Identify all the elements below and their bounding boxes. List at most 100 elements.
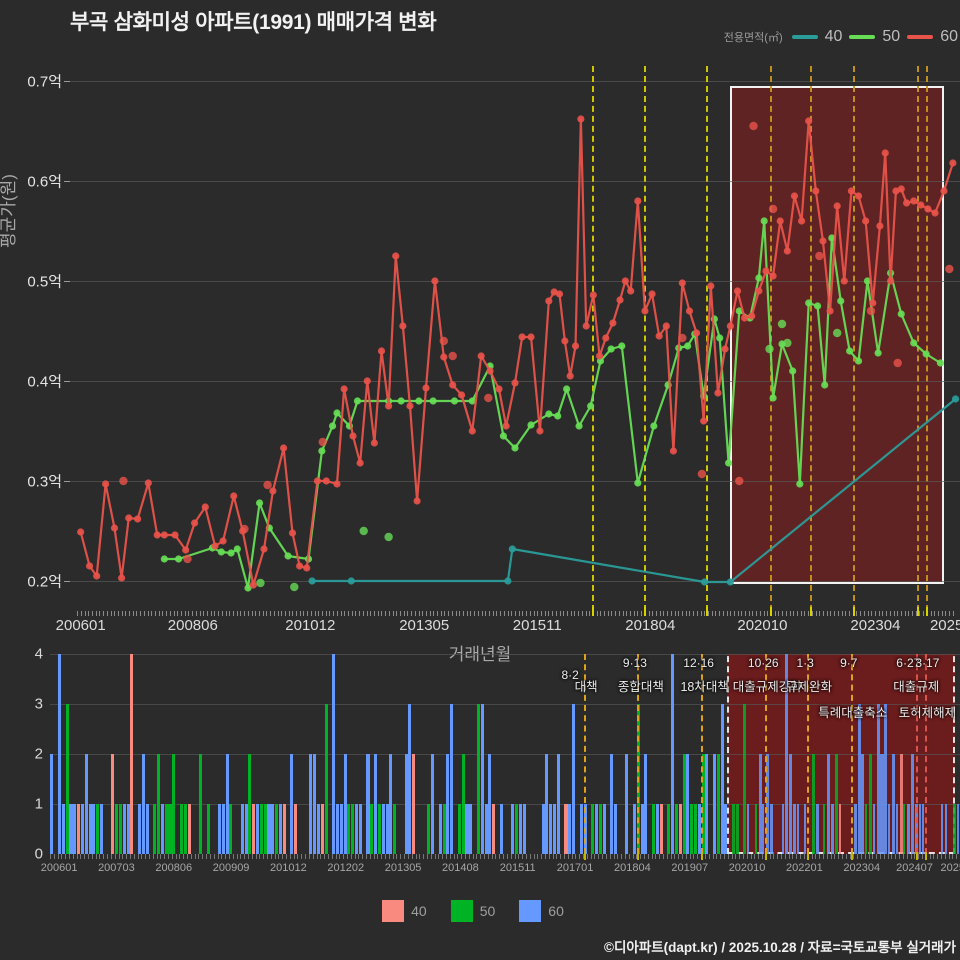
volume-bar[interactable] (229, 804, 233, 854)
volume-bar[interactable] (96, 804, 100, 854)
volume-bar[interactable] (69, 804, 73, 854)
volume-bar[interactable] (412, 754, 416, 854)
volume-bar[interactable] (393, 804, 397, 854)
volume-bar[interactable] (275, 804, 279, 854)
volume-bar[interactable] (747, 804, 750, 854)
volume-bar[interactable] (545, 754, 549, 854)
volume-bar[interactable] (259, 804, 263, 854)
volume-bar[interactable] (770, 804, 774, 854)
volume-bar[interactable] (179, 804, 183, 854)
volume-bar[interactable] (792, 804, 796, 854)
volume-bar[interactable] (952, 804, 956, 854)
volume-bar[interactable] (899, 754, 903, 854)
volume-bar[interactable] (553, 804, 557, 854)
volume-bar[interactable] (450, 704, 454, 854)
volume-bar[interactable] (804, 804, 807, 854)
volume-bar[interactable] (217, 804, 222, 854)
volume-bar[interactable] (58, 654, 62, 854)
volume-bar[interactable] (541, 804, 545, 854)
volume-bar[interactable] (903, 804, 906, 854)
volume-bar[interactable] (381, 804, 385, 854)
volume-bar[interactable] (861, 754, 865, 854)
volume-bar[interactable] (198, 754, 202, 854)
volume-bar[interactable] (591, 804, 595, 854)
volume-bar[interactable] (271, 804, 275, 854)
volume-bar[interactable] (99, 804, 103, 854)
volume-bar[interactable] (945, 804, 948, 854)
volume-bar[interactable] (789, 754, 793, 854)
volume-bar[interactable] (92, 804, 96, 854)
volume-bar[interactable] (674, 804, 678, 854)
volume-bar[interactable] (831, 804, 835, 854)
volume-bar[interactable] (701, 754, 705, 854)
volume-bar[interactable] (732, 804, 736, 854)
volume-bar[interactable] (484, 804, 488, 854)
volume-bar[interactable] (126, 804, 130, 854)
volume-bar[interactable] (50, 754, 54, 854)
volume-bar[interactable] (153, 804, 157, 854)
volume-bar[interactable] (80, 804, 84, 854)
volume-bar[interactable] (891, 754, 895, 854)
volume-bar[interactable] (610, 754, 614, 854)
volume-bar[interactable] (640, 804, 644, 854)
volume-bar[interactable] (122, 804, 126, 854)
volume-bar[interactable] (796, 804, 799, 854)
volume-legend-item-40[interactable]: 40 (382, 900, 427, 922)
volume-bar[interactable] (187, 804, 191, 854)
volume-bar[interactable] (853, 804, 857, 854)
volume-bar[interactable] (316, 804, 320, 854)
volume-bar[interactable] (572, 704, 576, 854)
volume-bar[interactable] (278, 804, 282, 854)
volume-bar[interactable] (518, 804, 522, 854)
legend-label-40[interactable]: 40 (824, 28, 843, 45)
volume-bar[interactable] (115, 804, 119, 854)
volume-bar[interactable] (956, 804, 959, 854)
volume-bar[interactable] (469, 804, 473, 854)
volume-bar[interactable] (111, 754, 115, 854)
volume-legend-item-50[interactable]: 50 (450, 900, 495, 922)
volume-bar[interactable] (872, 804, 875, 854)
volume-bar[interactable] (164, 804, 168, 854)
volume-bar[interactable] (160, 804, 164, 854)
volume-bar[interactable] (320, 804, 324, 854)
volume-bar[interactable] (564, 804, 568, 854)
volume-bar[interactable] (183, 804, 187, 854)
volume-bar[interactable] (252, 804, 256, 854)
volume-bar[interactable] (294, 804, 298, 854)
legend-label-50[interactable]: 50 (882, 28, 901, 45)
volume-bar[interactable] (256, 804, 260, 854)
volume-bar[interactable] (324, 704, 328, 854)
volume-bar[interactable] (697, 804, 701, 854)
volume-bar[interactable] (724, 804, 728, 854)
volume-bar[interactable] (408, 704, 412, 854)
volume-bar[interactable] (918, 804, 921, 854)
volume-bar[interactable] (743, 704, 747, 854)
volume-bar[interactable] (716, 754, 720, 854)
volume-bar[interactable] (77, 804, 81, 854)
volume-bar[interactable] (511, 804, 515, 854)
volume-bar[interactable] (766, 754, 770, 854)
volume-bar[interactable] (206, 804, 210, 854)
volume-bar[interactable] (157, 754, 161, 854)
volume-bar[interactable] (693, 804, 697, 854)
legend-label-60[interactable]: 60 (940, 28, 958, 45)
volume-bar[interactable] (712, 754, 716, 854)
volume-bar[interactable] (910, 754, 914, 854)
volume-bar[interactable] (65, 704, 69, 854)
volume-bar[interactable] (811, 754, 815, 854)
volume-bar[interactable] (613, 804, 617, 854)
volume-bar[interactable] (667, 804, 671, 854)
volume-bar[interactable] (389, 754, 393, 854)
volume-bar[interactable] (141, 754, 145, 854)
volume-bar[interactable] (888, 804, 891, 854)
volume-bar[interactable] (876, 704, 880, 854)
volume-bar[interactable] (145, 804, 149, 854)
volume-bar[interactable] (823, 804, 826, 854)
volume-bar[interactable] (172, 754, 176, 854)
volume-bar[interactable] (480, 704, 484, 854)
volume-bar[interactable] (644, 754, 648, 854)
volume-bar[interactable] (138, 804, 142, 854)
volume-bar[interactable] (221, 804, 225, 854)
volume-bar[interactable] (309, 754, 313, 854)
volume-bar[interactable] (457, 804, 461, 854)
